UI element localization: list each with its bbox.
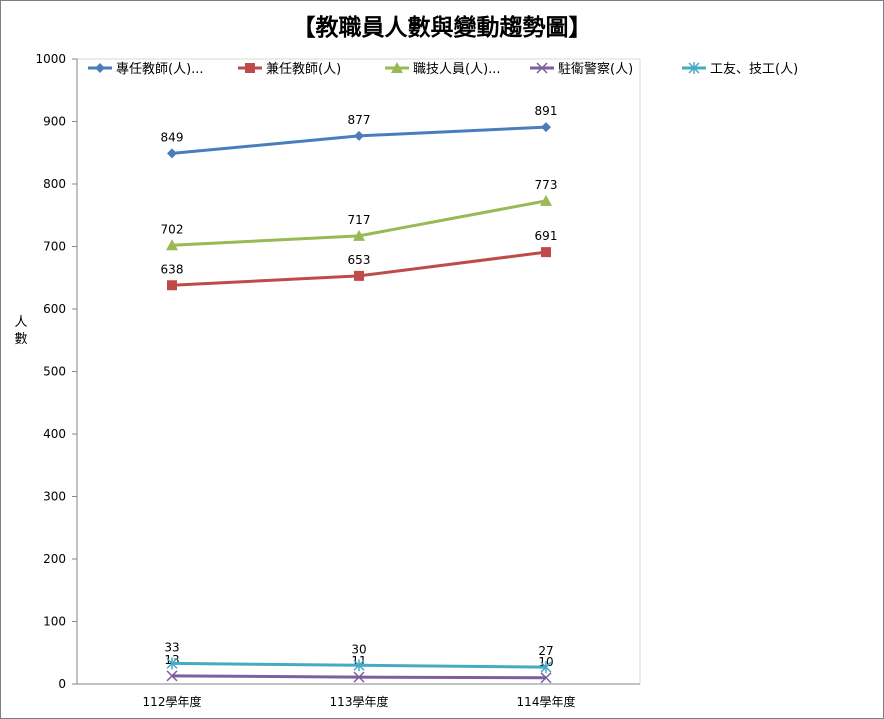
legend-marker [95,63,105,73]
legend-label: 工友、技工(人) [710,61,798,77]
y-tick-label: 1000 [35,52,66,66]
data-point [166,670,178,682]
data-point [541,122,551,133]
data-label: 891 [535,104,558,118]
x-tick-label: 113學年度 [330,694,389,709]
data-label: 27 [538,644,553,658]
x-tick-label: 114學年度 [517,694,576,709]
data-label: 30 [351,642,366,656]
legend-marker [536,62,548,74]
data-point [541,247,551,258]
data-label: 702 [161,222,184,236]
y-tick-label: 700 [43,240,66,254]
y-tick-label: 100 [43,615,66,629]
data-label: 653 [348,253,371,267]
data-point [353,671,365,683]
data-label: 33 [164,640,179,654]
data-label: 717 [348,213,371,227]
legend-label: 駐衛警察(人) [558,61,633,77]
data-label: 638 [161,262,184,276]
data-point [540,661,552,674]
y-tick-label: 600 [43,302,66,316]
data-point [353,659,365,672]
data-point [540,194,552,206]
data-point [166,239,178,251]
legend-marker [245,63,255,73]
y-tick-label: 900 [43,115,66,129]
y-tick-label: 400 [43,427,66,441]
data-point [167,148,177,159]
x-tick-label: 112學年度 [143,694,202,709]
y-axis-label: 人數 [14,315,28,347]
y-tick-label: 200 [43,552,66,566]
data-label: 773 [535,178,558,192]
data-point [540,672,552,684]
legend-label: 專任教師(人)... [116,61,204,77]
legend-label: 兼任教師(人) [266,61,341,77]
y-tick-label: 300 [43,490,66,504]
y-tick-label: 0 [58,677,66,691]
data-point [353,229,365,241]
data-label: 691 [535,229,558,243]
data-point [354,130,364,141]
data-point [167,280,177,291]
y-tick-label: 800 [43,177,66,191]
data-label: 877 [348,113,371,127]
y-tick-label: 500 [43,365,66,379]
data-point [354,270,364,281]
data-label: 849 [161,130,184,144]
plot-area [76,58,641,685]
legend-label: 職技人員(人)... [413,62,501,77]
chart-title: 【教職員人數與變動趨勢圖】 [292,15,592,41]
data-point [166,657,178,670]
legend-marker [391,62,403,73]
legend-marker [688,62,700,74]
